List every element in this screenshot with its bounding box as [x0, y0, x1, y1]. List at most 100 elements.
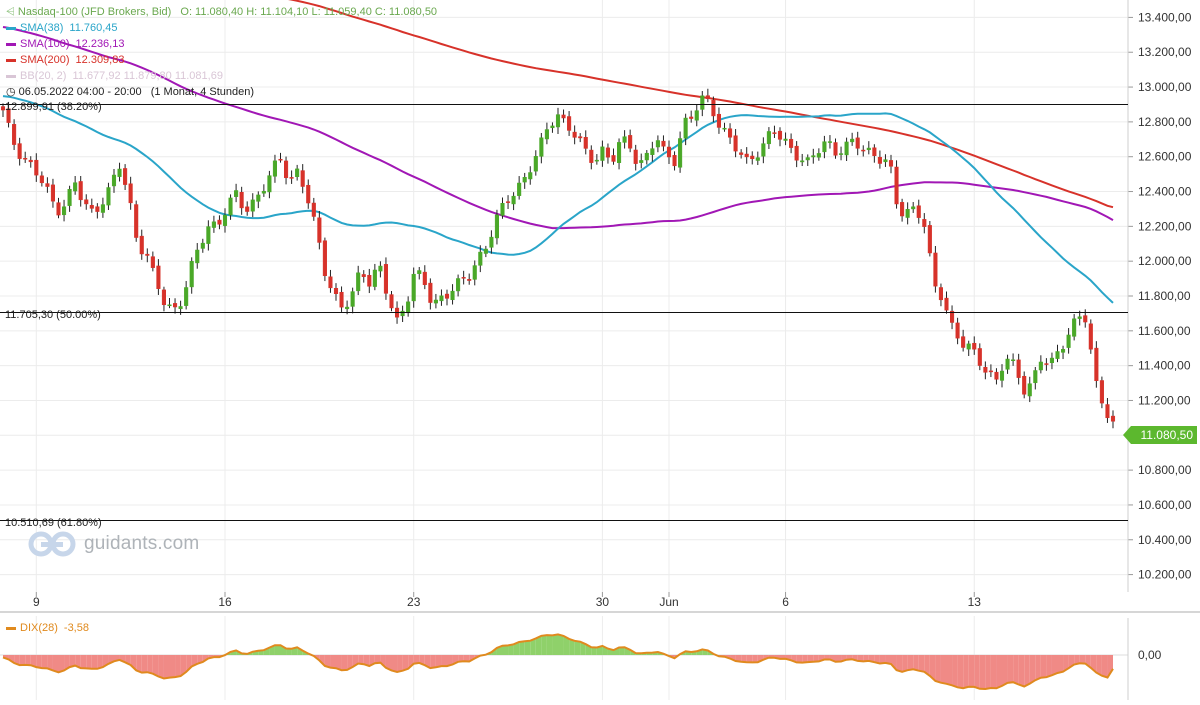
- candle[interactable]: [728, 123, 733, 144]
- candle[interactable]: [1061, 345, 1066, 360]
- candle[interactable]: [1088, 319, 1093, 354]
- candle[interactable]: [866, 141, 871, 155]
- candle[interactable]: [622, 130, 627, 149]
- candle[interactable]: [894, 160, 899, 209]
- candle[interactable]: [34, 153, 39, 182]
- candle[interactable]: [544, 122, 549, 145]
- candle[interactable]: [700, 91, 705, 117]
- candle[interactable]: [111, 168, 117, 193]
- candle[interactable]: [322, 237, 327, 282]
- candle[interactable]: [1038, 355, 1043, 374]
- candle[interactable]: [189, 257, 194, 294]
- candle[interactable]: [589, 145, 594, 170]
- candle[interactable]: [511, 192, 516, 211]
- candle[interactable]: [195, 243, 200, 269]
- candle[interactable]: [228, 194, 233, 220]
- candle[interactable]: [444, 289, 450, 306]
- candle[interactable]: [378, 261, 383, 278]
- candle[interactable]: [617, 138, 622, 170]
- candle[interactable]: [572, 125, 577, 145]
- candle[interactable]: [117, 162, 122, 182]
- candle[interactable]: [983, 361, 988, 380]
- candle[interactable]: [167, 297, 172, 309]
- candle[interactable]: [367, 268, 372, 294]
- candle[interactable]: [339, 286, 344, 312]
- candle[interactable]: [422, 265, 427, 290]
- candle[interactable]: [922, 213, 927, 234]
- candle[interactable]: [67, 185, 72, 212]
- candle[interactable]: [950, 305, 955, 330]
- candle[interactable]: [200, 238, 205, 253]
- candle[interactable]: [439, 289, 444, 306]
- legend-sma38[interactable]: SMA(38) 11.760,45: [6, 20, 118, 36]
- candle[interactable]: [933, 245, 938, 293]
- candle[interactable]: [17, 137, 22, 166]
- candle[interactable]: [123, 164, 128, 191]
- candle[interactable]: [461, 270, 466, 285]
- candle[interactable]: [234, 183, 239, 203]
- candle[interactable]: [916, 199, 921, 224]
- candle[interactable]: [777, 127, 783, 147]
- candle[interactable]: [816, 148, 821, 161]
- candle[interactable]: [222, 208, 228, 233]
- candle[interactable]: [28, 156, 33, 168]
- candle[interactable]: [89, 198, 94, 213]
- candle[interactable]: [1027, 376, 1032, 403]
- candle[interactable]: [522, 172, 527, 189]
- candle[interactable]: [78, 176, 83, 207]
- candle[interactable]: [694, 104, 699, 127]
- candle[interactable]: [705, 88, 710, 103]
- candle[interactable]: [256, 191, 261, 209]
- candle[interactable]: [972, 336, 977, 355]
- candle[interactable]: [128, 176, 133, 210]
- candle[interactable]: [250, 193, 255, 218]
- candle[interactable]: [184, 280, 189, 310]
- candle[interactable]: [650, 141, 655, 162]
- candle[interactable]: [827, 135, 833, 149]
- candle[interactable]: [811, 148, 816, 164]
- candle[interactable]: [733, 129, 738, 158]
- candle[interactable]: [539, 132, 544, 164]
- candle[interactable]: [1022, 371, 1027, 399]
- candle[interactable]: [528, 166, 533, 185]
- candle[interactable]: [655, 135, 660, 153]
- candle[interactable]: [561, 109, 566, 123]
- candle[interactable]: [1055, 344, 1060, 363]
- candle[interactable]: [406, 296, 411, 317]
- candle[interactable]: [772, 125, 777, 138]
- candle[interactable]: [888, 154, 894, 174]
- candle[interactable]: [555, 107, 561, 134]
- candle[interactable]: [383, 257, 388, 300]
- candle[interactable]: [478, 245, 483, 273]
- candle[interactable]: [711, 96, 716, 123]
- candle[interactable]: [389, 291, 394, 312]
- candle[interactable]: [783, 132, 788, 146]
- candle[interactable]: [755, 151, 760, 166]
- candle[interactable]: [500, 197, 505, 219]
- candle[interactable]: [284, 156, 289, 185]
- candle[interactable]: [306, 179, 311, 209]
- candle[interactable]: [594, 154, 599, 165]
- candle[interactable]: [766, 127, 771, 150]
- candle[interactable]: [927, 221, 932, 257]
- candle[interactable]: [955, 317, 960, 345]
- candle[interactable]: [644, 150, 649, 165]
- candle[interactable]: [1044, 358, 1049, 371]
- candle[interactable]: [844, 137, 849, 162]
- candle[interactable]: [372, 263, 377, 291]
- candle[interactable]: [722, 122, 727, 132]
- candle[interactable]: [683, 113, 688, 146]
- candle[interactable]: [1049, 352, 1055, 370]
- candle[interactable]: [361, 270, 366, 283]
- legend-sma200[interactable]: SMA(200) 12.309,83: [6, 52, 124, 68]
- candle[interactable]: [666, 140, 672, 164]
- candle[interactable]: [633, 144, 638, 171]
- candle[interactable]: [639, 153, 644, 169]
- candle[interactable]: [6, 101, 11, 128]
- candle[interactable]: [672, 151, 677, 171]
- candle[interactable]: [744, 147, 749, 164]
- candle[interactable]: [84, 194, 89, 210]
- candle[interactable]: [938, 283, 944, 307]
